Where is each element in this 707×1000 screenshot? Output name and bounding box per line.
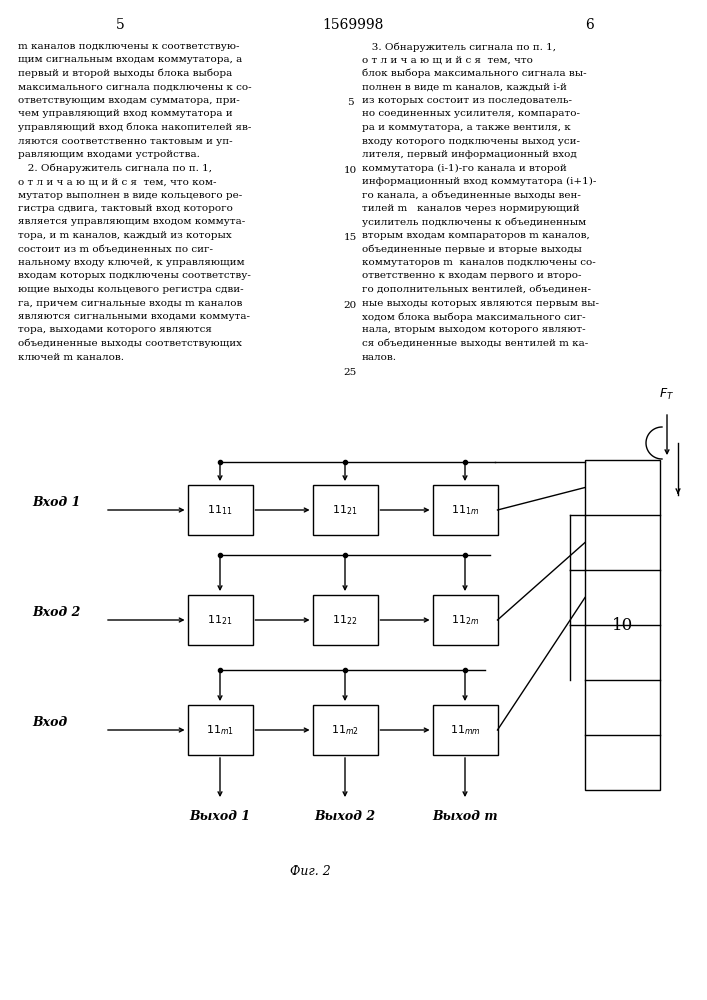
Text: щим сигнальным входам коммутатора, а: щим сигнальным входам коммутатора, а: [18, 55, 243, 64]
Text: $11_{1m}$: $11_{1m}$: [451, 503, 479, 517]
Text: $11_{m1}$: $11_{m1}$: [206, 723, 234, 737]
Text: налов.: налов.: [362, 353, 397, 361]
Bar: [585, 460, 660, 790]
Text: $11_{21}$: $11_{21}$: [332, 503, 358, 517]
Text: коммутаторов m  каналов подключены со-: коммутаторов m каналов подключены со-: [362, 258, 596, 267]
Bar: [187, 595, 252, 645]
Text: ные выходы которых являются первым вы-: ные выходы которых являются первым вы-: [362, 298, 599, 308]
Text: мутатор выполнен в виде кольцевого ре-: мутатор выполнен в виде кольцевого ре-: [18, 190, 243, 200]
Text: полнен в виде m каналов, каждый i-й: полнен в виде m каналов, каждый i-й: [362, 83, 567, 92]
Text: $11_{m2}$: $11_{m2}$: [331, 723, 359, 737]
Text: чем управляющий вход коммутатора и: чем управляющий вход коммутатора и: [18, 109, 233, 118]
Text: но соединенных усилителя, компарато-: но соединенных усилителя, компарато-: [362, 109, 580, 118]
Bar: [312, 485, 378, 535]
Text: Фиг. 2: Фиг. 2: [290, 865, 330, 878]
Text: $11_{mm}$: $11_{mm}$: [450, 723, 481, 737]
Text: 3. Обнаружитель сигнала по п. 1,: 3. Обнаружитель сигнала по п. 1,: [362, 42, 556, 51]
Text: 15: 15: [344, 233, 356, 242]
Text: ответственно к входам первого и второ-: ответственно к входам первого и второ-: [362, 271, 581, 280]
Bar: [187, 485, 252, 535]
Bar: [312, 595, 378, 645]
Text: Вход 2: Вход 2: [32, 606, 81, 619]
Text: 5: 5: [346, 98, 354, 107]
Text: первый и второй выходы блока выбора: первый и второй выходы блока выбора: [18, 69, 233, 79]
Text: из которых состоит из последователь-: из которых состоит из последователь-: [362, 96, 572, 105]
Text: блок выбора максимального сигнала вы-: блок выбора максимального сигнала вы-: [362, 69, 587, 79]
Text: вторым входам компараторов m каналов,: вторым входам компараторов m каналов,: [362, 231, 590, 240]
Text: 2. Обнаружитель сигнала по п. 1,: 2. Обнаружитель сигнала по п. 1,: [18, 163, 212, 173]
Text: $F_T$: $F_T$: [660, 387, 674, 402]
Text: тора, выходами которого являются: тора, выходами которого являются: [18, 326, 212, 334]
Text: информационный вход коммутатора (i+1)-: информационный вход коммутатора (i+1)-: [362, 177, 597, 186]
Text: 10: 10: [612, 616, 633, 634]
Text: Выход 2: Выход 2: [315, 810, 375, 823]
Text: m каналов подключены к соответствую-: m каналов подключены к соответствую-: [18, 42, 240, 51]
Text: являются сигнальными входами коммута-: являются сигнальными входами коммута-: [18, 312, 250, 321]
Text: нальному входу ключей, к управляющим: нальному входу ключей, к управляющим: [18, 258, 245, 267]
Text: га, причем сигнальные входы m каналов: га, причем сигнальные входы m каналов: [18, 298, 243, 308]
Text: тилей m   каналов через нормирующий: тилей m каналов через нормирующий: [362, 204, 580, 213]
Text: ответствующим входам сумматора, при-: ответствующим входам сумматора, при-: [18, 96, 240, 105]
Text: равляющим входами устройства.: равляющим входами устройства.: [18, 150, 200, 159]
Text: усилитель подключены к объединенным: усилитель подключены к объединенным: [362, 218, 586, 227]
Text: управляющий вход блока накопителей яв-: управляющий вход блока накопителей яв-: [18, 123, 252, 132]
Text: 20: 20: [344, 301, 356, 310]
Text: ключей m каналов.: ключей m каналов.: [18, 353, 124, 361]
Text: $11_{2m}$: $11_{2m}$: [451, 613, 479, 627]
Text: коммутатора (i-1)-го канала и второй: коммутатора (i-1)-го канала и второй: [362, 163, 567, 173]
Text: максимального сигнала подключены к со-: максимального сигнала подключены к со-: [18, 83, 252, 92]
Text: гистра сдвига, тактовый вход которого: гистра сдвига, тактовый вход которого: [18, 204, 233, 213]
Bar: [312, 705, 378, 755]
Text: ющие выходы кольцевого регистра сдви-: ющие выходы кольцевого регистра сдви-: [18, 285, 244, 294]
Text: о т л и ч а ю щ и й с я  тем, что: о т л и ч а ю щ и й с я тем, что: [362, 55, 533, 64]
Text: 1569998: 1569998: [322, 18, 384, 32]
Text: Вход 1: Вход 1: [32, 496, 81, 509]
Text: ляются соответственно тактовым и уп-: ляются соответственно тактовым и уп-: [18, 136, 233, 145]
Text: Выход 1: Выход 1: [189, 810, 250, 823]
Text: го канала, а объединенные выходы вен-: го канала, а объединенные выходы вен-: [362, 190, 581, 200]
Text: ра и коммутатора, а также вентиля, к: ра и коммутатора, а также вентиля, к: [362, 123, 571, 132]
Text: $11_{22}$: $11_{22}$: [332, 613, 358, 627]
Text: ся объединенные выходы вентилей m ка-: ся объединенные выходы вентилей m ка-: [362, 339, 588, 348]
Text: 25: 25: [344, 368, 356, 377]
Text: ходом блока выбора максимального сиг-: ходом блока выбора максимального сиг-: [362, 312, 585, 322]
Text: Выход m: Выход m: [432, 810, 498, 823]
Text: тора, и m каналов, каждый из которых: тора, и m каналов, каждый из которых: [18, 231, 232, 240]
Text: лителя, первый информационный вход: лителя, первый информационный вход: [362, 150, 577, 159]
Text: объединенные выходы соответствующих: объединенные выходы соответствующих: [18, 339, 242, 349]
Text: Вход: Вход: [32, 716, 67, 729]
Bar: [433, 595, 498, 645]
Bar: [187, 705, 252, 755]
Text: 10: 10: [344, 166, 356, 175]
Text: нала, вторым выходом которого являют-: нала, вторым выходом которого являют-: [362, 326, 585, 334]
Text: входам которых подключены соответству-: входам которых подключены соответству-: [18, 271, 251, 280]
Text: 6: 6: [585, 18, 595, 32]
Text: о т л и ч а ю щ и й с я  тем, что ком-: о т л и ч а ю щ и й с я тем, что ком-: [18, 177, 216, 186]
Bar: [433, 485, 498, 535]
Text: $11_{11}$: $11_{11}$: [207, 503, 233, 517]
Text: 5: 5: [116, 18, 124, 32]
Text: $11_{21}$: $11_{21}$: [207, 613, 233, 627]
Bar: [433, 705, 498, 755]
Text: состоит из m объединенных по сиг-: состоит из m объединенных по сиг-: [18, 244, 213, 253]
Text: входу которого подключены выход уси-: входу которого подключены выход уси-: [362, 136, 580, 145]
Text: объединенные первые и вторые выходы: объединенные первые и вторые выходы: [362, 244, 582, 254]
Text: го дополнительных вентилей, объединен-: го дополнительных вентилей, объединен-: [362, 285, 591, 294]
Text: является управляющим входом коммута-: является управляющим входом коммута-: [18, 218, 245, 227]
